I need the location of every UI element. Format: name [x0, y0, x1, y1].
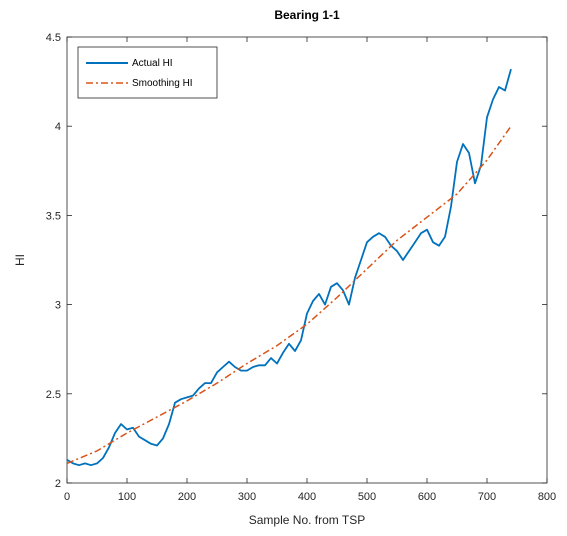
axis-ticks: 0 100 200 300 400 500 600 700 800 2 2.5 3 3.5 4 4.5: [46, 32, 556, 503]
plot-area: [66, 36, 548, 484]
x-axis-label: Sample No. from TSP: [249, 513, 365, 527]
y-axis-label: HI: [13, 254, 27, 266]
y-tick-label: 3: [55, 300, 61, 312]
x-tick-label: 700: [478, 491, 496, 503]
y-tick-label: 4.5: [46, 32, 61, 44]
series-line-smoothing-hi: [66, 125, 512, 465]
chart-title: Bearing 1-1: [274, 8, 340, 22]
legend-entry-smoothing-hi: Smoothing HI: [132, 78, 193, 89]
x-tick-label: 800: [538, 491, 556, 503]
x-tick-label: 400: [298, 491, 316, 503]
y-tick-label: 3.5: [46, 210, 61, 222]
x-tick-label: 200: [178, 491, 196, 503]
legend-entry-actual-hi: Actual HI: [132, 58, 173, 69]
y-tick-label: 2.5: [46, 389, 61, 401]
x-tick-label: 0: [64, 491, 70, 503]
series-lines: [66, 68, 512, 467]
legend: Actual HI Smoothing HI: [77, 46, 218, 99]
x-tick-label: 300: [238, 491, 256, 503]
x-tick-label: 100: [118, 491, 136, 503]
y-tick-label: 2: [55, 478, 61, 490]
x-tick-label: 600: [418, 491, 436, 503]
x-tick-label: 500: [358, 491, 376, 503]
series-line-actual-hi: [66, 68, 512, 467]
legend-box: [77, 46, 218, 99]
y-tick-label: 4: [55, 121, 61, 133]
